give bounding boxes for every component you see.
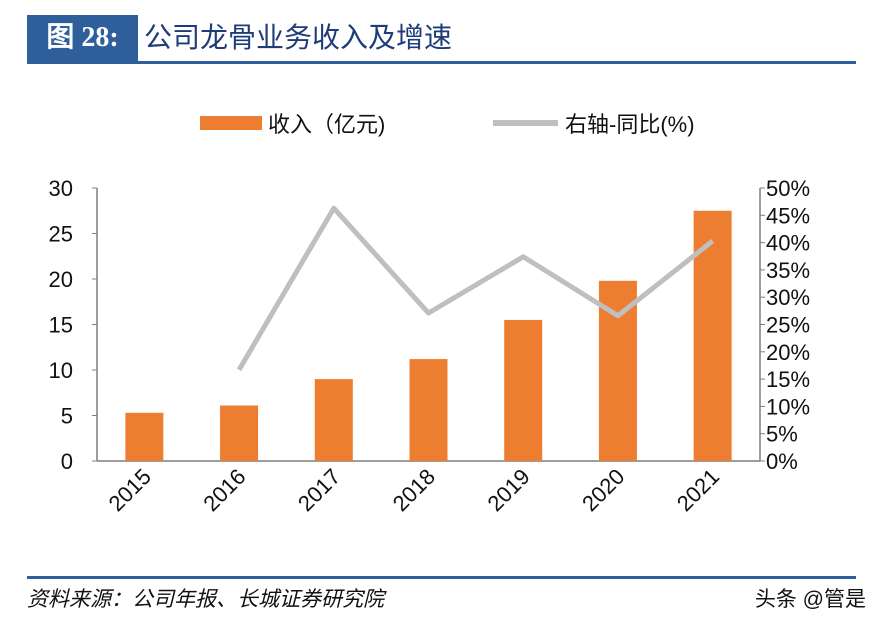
x-tick-label: 2020 bbox=[577, 464, 629, 516]
watermark: 头条 @管是 bbox=[754, 588, 866, 611]
left-tick-label: 30 bbox=[49, 176, 73, 201]
left-tick-label: 15 bbox=[49, 313, 73, 338]
bar-2015 bbox=[125, 412, 164, 461]
right-tick-label: 0% bbox=[766, 449, 798, 474]
source-note: 资料来源：公司年报、长城证券研究院 bbox=[27, 587, 384, 611]
right-tick-label: 5% bbox=[766, 422, 798, 447]
right-tick-label: 10% bbox=[766, 394, 810, 419]
legend: 收入（亿元) 右轴-同比(%) bbox=[200, 112, 695, 137]
legend-bar-swatch bbox=[200, 116, 262, 130]
x-tick-label: 2016 bbox=[198, 464, 250, 516]
bar-2019 bbox=[504, 319, 543, 461]
legend-line-label: 右轴-同比(%) bbox=[565, 112, 695, 137]
bar-2020 bbox=[598, 280, 637, 461]
x-tick-label: 2018 bbox=[388, 464, 440, 516]
right-tick-label: 40% bbox=[766, 231, 810, 256]
figure-title: 公司龙骨业务收入及增速 bbox=[144, 21, 453, 54]
yoy-growth-line bbox=[236, 205, 715, 372]
left-tick-label: 25 bbox=[49, 222, 73, 247]
x-tick-label: 2019 bbox=[482, 464, 534, 516]
right-tick-label: 45% bbox=[766, 203, 810, 228]
right-tick-label: 35% bbox=[766, 258, 810, 283]
right-tick-label: 15% bbox=[766, 367, 810, 392]
left-tick-label: 0 bbox=[61, 449, 73, 474]
bottom-divider bbox=[27, 576, 856, 579]
bar-2018 bbox=[409, 359, 448, 461]
top-divider bbox=[27, 61, 856, 64]
x-tick-label: 2017 bbox=[293, 464, 345, 516]
right-tick-label: 20% bbox=[766, 340, 810, 365]
bar-2017 bbox=[314, 379, 353, 461]
x-tick-label: 2015 bbox=[104, 464, 156, 516]
right-tick-label: 50% bbox=[766, 176, 810, 201]
legend-bar-label: 收入（亿元) bbox=[268, 112, 385, 137]
figure-label: 图 28: bbox=[27, 15, 138, 61]
x-tick-label: 2021 bbox=[672, 464, 724, 516]
bar-2016 bbox=[220, 405, 259, 461]
right-tick-label: 30% bbox=[766, 285, 810, 310]
left-tick-label: 20 bbox=[49, 267, 73, 292]
left-tick-label: 5 bbox=[61, 404, 73, 429]
right-tick-label: 25% bbox=[766, 313, 810, 338]
left-tick-label: 10 bbox=[49, 358, 73, 383]
